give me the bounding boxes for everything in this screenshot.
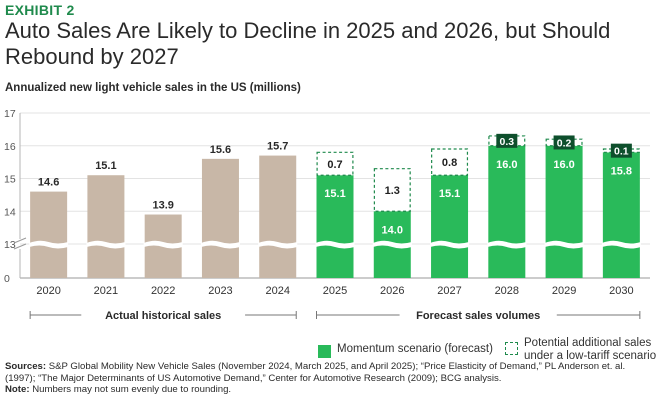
legend-swatch-momentum <box>318 345 331 358</box>
bar-momentum <box>545 145 583 278</box>
x-tick-label: 2024 <box>265 285 289 297</box>
bar-historical <box>30 191 68 278</box>
group-label: Actual historical sales <box>105 310 221 322</box>
bar-break-gap <box>143 240 183 249</box>
x-tick-label: 2026 <box>380 285 404 297</box>
bar-momentum <box>602 152 640 278</box>
x-tick-label: 2029 <box>552 285 576 297</box>
bar-value-label: 1.3 <box>385 185 400 197</box>
bar-value-label: 0.7 <box>327 159 342 171</box>
bar-low-tariff <box>316 151 354 176</box>
bar-value-label: 0.3 <box>500 136 515 148</box>
bar-break-gap <box>372 240 412 249</box>
bar-historical <box>201 158 239 278</box>
bar-break-gap <box>544 240 584 249</box>
bar-break-gap <box>29 240 69 249</box>
sources-text: S&P Global Mobility New Vehicle Sales (N… <box>5 361 626 384</box>
x-tick-label: 2022 <box>151 285 175 297</box>
bar-chart: 0 13 14 15 16 17 14.6 2020 15.1 2021 13.9 2022 15.6 2… <box>4 108 650 322</box>
bar-value-label: 15.7 <box>267 141 288 153</box>
tariff-label-box <box>610 143 632 158</box>
legend-swatch-tariff <box>505 342 518 355</box>
bar-momentum <box>431 175 469 278</box>
x-tick-label: 2028 <box>495 285 519 297</box>
x-tick-label: 2027 <box>437 285 461 297</box>
y-tick-label: 14 <box>4 206 16 218</box>
legend: Momentum scenario (forecast) Potential a… <box>318 337 658 368</box>
bar-low-tariff <box>431 148 469 176</box>
x-tick-label: 2030 <box>609 285 633 297</box>
bar-momentum <box>488 145 526 278</box>
bar-break-gap <box>430 240 470 249</box>
bar-value-label: 15.6 <box>210 144 231 156</box>
y-tick-label: 16 <box>4 141 16 153</box>
bar-value-label: 15.1 <box>439 188 460 200</box>
legend-label-momentum: Momentum scenario (forecast) <box>337 343 493 355</box>
bar-value-label: 14.6 <box>38 177 59 189</box>
x-tick-label: 2020 <box>36 285 60 297</box>
bar-break-gap <box>315 240 355 249</box>
chart-subtitle: Annualized new light vehicle sales in th… <box>5 82 301 94</box>
bar-historical <box>87 175 125 278</box>
bar-value-label: 15.1 <box>324 188 345 200</box>
y-tick-label: 0 <box>4 273 10 285</box>
y-tick-label: 17 <box>4 108 16 120</box>
bar-value-label: 0.8 <box>442 157 457 169</box>
chart-title: Auto Sales Are Likely to Decline in 2025… <box>5 18 611 69</box>
bar-value-label: 14.0 <box>382 224 403 236</box>
y-tick-label: 13 <box>4 239 16 251</box>
note-label: Note: <box>5 384 30 395</box>
bar-break-gap <box>200 240 240 249</box>
sources-label: Sources: <box>5 361 47 372</box>
tariff-label-box <box>553 135 575 150</box>
bar-break-gap <box>86 240 126 249</box>
x-tick-label: 2021 <box>94 285 118 297</box>
y-tick-label: 15 <box>4 174 16 186</box>
bar-value-label: 0.1 <box>614 146 629 158</box>
bar-break-gap <box>487 240 527 249</box>
bar-value-label: 0.2 <box>557 137 572 149</box>
bar-value-label: 16.0 <box>496 159 517 171</box>
bar-momentum <box>316 175 354 278</box>
bar-value-label: 15.1 <box>95 160 116 172</box>
bar-break-gap <box>258 240 298 249</box>
x-tick-label: 2023 <box>208 285 232 297</box>
legend-label-tariff: Potential additional sales under a low-t… <box>524 337 657 362</box>
bar-historical <box>259 155 297 278</box>
bar-break-gap <box>601 240 641 249</box>
tariff-label-box <box>496 133 518 148</box>
exhibit-label: EXHIBIT 2 <box>5 2 75 18</box>
axis-break-mark <box>13 237 27 250</box>
sources-footnote: Sources: S&P Global Mobility New Vehicle… <box>5 361 655 396</box>
note-text: Numbers may not sum evenly due to roundi… <box>32 384 232 395</box>
bar-low-tariff <box>373 168 411 212</box>
bar-value-label: 16.0 <box>553 159 574 171</box>
x-tick-label: 2025 <box>323 285 347 297</box>
bar-value-label: 15.8 <box>611 165 632 177</box>
bar-value-label: 13.9 <box>152 200 173 212</box>
group-label: Forecast sales volumes <box>416 310 540 322</box>
